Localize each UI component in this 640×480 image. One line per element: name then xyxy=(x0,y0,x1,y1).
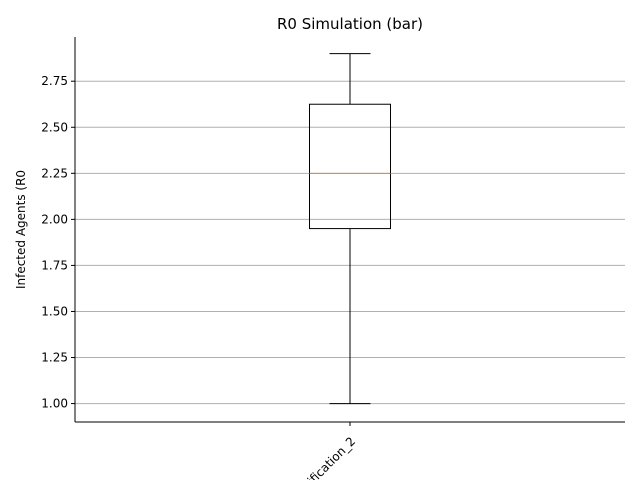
box-iqr xyxy=(309,103,391,230)
y-tick-label: 2.50 xyxy=(41,120,68,134)
y-tick-label: 2.00 xyxy=(41,212,68,226)
chart-title: R0 Simulation (bar) xyxy=(277,15,423,33)
y-tick-label: 2.25 xyxy=(41,166,68,180)
y-tick-label: 1.25 xyxy=(41,351,68,365)
x-axis-ticks: ification_2 xyxy=(305,422,358,480)
y-tick-label: 2.75 xyxy=(41,74,68,88)
y-axis-label: Infected Agents (R0 xyxy=(14,170,28,289)
y-tick-label: 1.75 xyxy=(41,258,68,272)
x-tick-label: ification_2 xyxy=(305,434,358,480)
y-tick-label: 1.50 xyxy=(41,304,68,318)
y-axis-ticks: 1.00 1.25 1.50 1.75 2.00 2.25 2.50 2.75 xyxy=(41,74,75,411)
box-group xyxy=(309,53,391,405)
y-tick-label: 1.00 xyxy=(41,397,68,411)
